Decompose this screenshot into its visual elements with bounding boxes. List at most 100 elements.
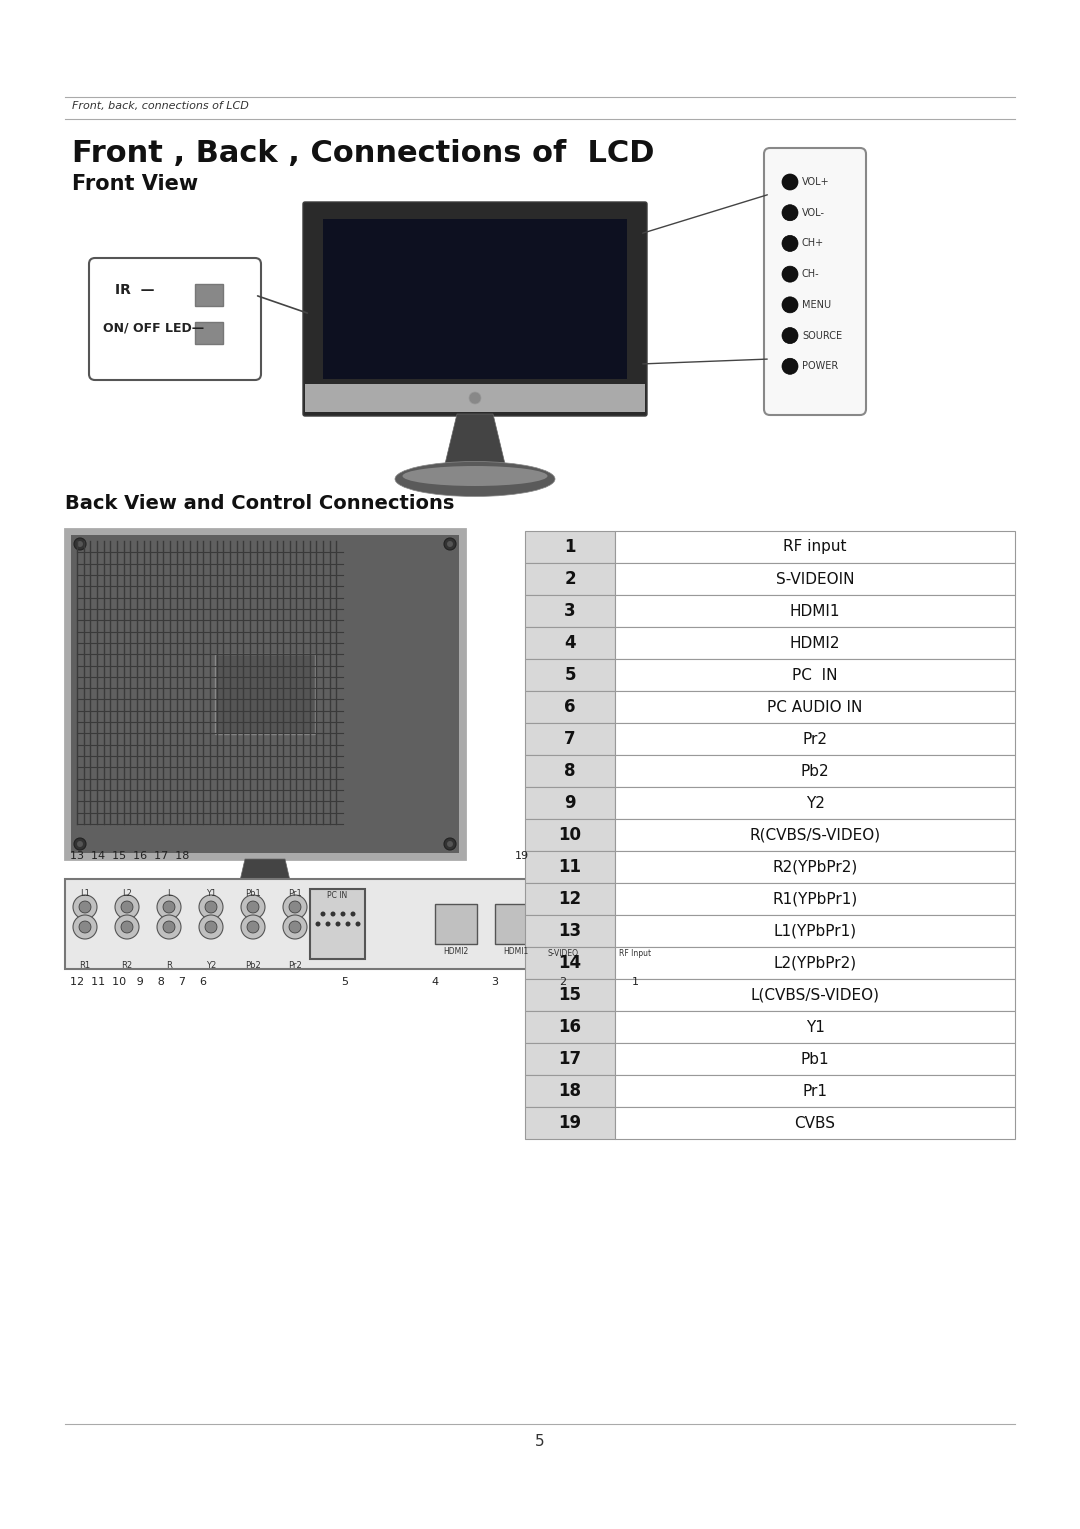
Text: PC AUDIO IN: PC AUDIO IN (767, 699, 863, 714)
Circle shape (782, 327, 798, 344)
Circle shape (447, 841, 453, 847)
Bar (65, 879, 675, 969)
Circle shape (79, 920, 91, 933)
Text: 1: 1 (632, 977, 638, 988)
Circle shape (75, 538, 86, 550)
Text: RF input: RF input (783, 540, 847, 555)
Circle shape (444, 838, 456, 850)
Text: Front, back, connections of LCD: Front, back, connections of LCD (72, 101, 248, 112)
Text: 12  11  10   9    8    7    6: 12 11 10 9 8 7 6 (70, 977, 207, 988)
Text: 14: 14 (558, 954, 581, 972)
Text: 16: 16 (558, 1018, 581, 1037)
Bar (525, 595, 615, 627)
Bar (615, 946, 1015, 979)
Circle shape (205, 920, 217, 933)
Text: 12: 12 (558, 890, 581, 908)
Text: HDMI1: HDMI1 (503, 946, 528, 956)
Bar (615, 852, 1015, 884)
Circle shape (283, 894, 307, 919)
Bar (525, 1107, 615, 1139)
Text: Pr2: Pr2 (288, 962, 302, 969)
Circle shape (247, 901, 259, 913)
Text: Y1: Y1 (206, 888, 216, 898)
Circle shape (330, 911, 336, 916)
Circle shape (163, 920, 175, 933)
Text: VOL-: VOL- (802, 208, 825, 217)
Text: Pr1: Pr1 (802, 1084, 827, 1098)
Circle shape (73, 914, 97, 939)
Text: 15: 15 (558, 986, 581, 1005)
Text: PC  IN: PC IN (793, 668, 838, 682)
Text: ON/ OFF LED—: ON/ OFF LED— (103, 321, 204, 335)
Text: VOL+: VOL+ (802, 177, 829, 187)
Text: 19: 19 (558, 1115, 581, 1131)
Circle shape (199, 914, 222, 939)
Ellipse shape (403, 466, 548, 486)
Circle shape (77, 541, 83, 547)
Text: L1: L1 (80, 888, 90, 898)
Text: 2: 2 (564, 570, 576, 589)
Text: RF Input: RF Input (619, 950, 651, 959)
Bar (525, 1075, 615, 1107)
Circle shape (336, 922, 340, 927)
Text: Pb2: Pb2 (245, 962, 261, 969)
Bar (525, 1043, 615, 1075)
Text: 5: 5 (536, 1434, 544, 1449)
Text: MENU: MENU (802, 300, 832, 310)
Bar (525, 787, 615, 820)
Text: Front , Back , Connections of  LCD: Front , Back , Connections of LCD (72, 139, 654, 168)
Text: CH-: CH- (802, 269, 820, 280)
Circle shape (351, 911, 355, 916)
Text: 3: 3 (564, 602, 576, 619)
Circle shape (782, 297, 798, 313)
Ellipse shape (183, 908, 348, 946)
Circle shape (121, 920, 133, 933)
Circle shape (321, 911, 325, 916)
Text: 19: 19 (515, 852, 529, 861)
Bar (615, 1043, 1015, 1075)
Bar (525, 852, 615, 884)
FancyBboxPatch shape (89, 258, 261, 381)
Text: 8: 8 (564, 761, 576, 780)
Bar (495, 904, 537, 943)
Text: IR  —: IR — (114, 283, 154, 297)
Circle shape (79, 901, 91, 913)
Bar (305, 384, 645, 411)
Text: Y1: Y1 (806, 1020, 824, 1035)
Circle shape (346, 922, 351, 927)
Circle shape (469, 391, 481, 404)
Bar (615, 755, 1015, 787)
Text: 2: 2 (559, 977, 567, 988)
Text: 3: 3 (491, 977, 499, 988)
Text: L1(YPbPr1): L1(YPbPr1) (773, 924, 856, 939)
Bar (525, 884, 615, 914)
Text: HDMI2: HDMI2 (444, 946, 469, 956)
Text: R(CVBS/S-VIDEO): R(CVBS/S-VIDEO) (750, 827, 880, 842)
Circle shape (782, 174, 798, 190)
Bar (615, 787, 1015, 820)
Bar (615, 531, 1015, 563)
Circle shape (163, 901, 175, 913)
Text: 18: 18 (558, 1083, 581, 1099)
Circle shape (121, 901, 133, 913)
Bar (615, 723, 1015, 755)
Circle shape (241, 914, 265, 939)
Bar (525, 914, 615, 946)
Text: 7: 7 (564, 729, 576, 748)
Bar (525, 979, 615, 1011)
Bar (215, 654, 315, 734)
Text: 11: 11 (558, 858, 581, 876)
Text: Y2: Y2 (206, 962, 216, 969)
Text: HDMI1: HDMI1 (789, 604, 840, 619)
Text: R2: R2 (121, 962, 133, 969)
Text: S-VIDEOIN: S-VIDEOIN (775, 572, 854, 587)
Text: Y2: Y2 (806, 795, 824, 810)
Text: 10: 10 (558, 826, 581, 844)
Bar (525, 691, 615, 723)
Bar (195, 284, 222, 306)
Text: Pb1: Pb1 (245, 888, 261, 898)
Bar (615, 595, 1015, 627)
Text: R2(YPbPr2): R2(YPbPr2) (772, 859, 858, 875)
Circle shape (289, 920, 301, 933)
Circle shape (340, 911, 346, 916)
